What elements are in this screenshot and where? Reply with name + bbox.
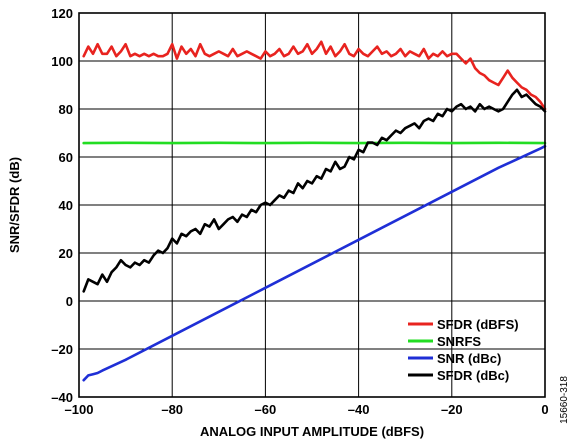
series-line — [82, 144, 547, 382]
y-tick-label: –40 — [51, 390, 73, 405]
series-line — [82, 88, 547, 293]
legend-label: SFDR (dBFS) — [437, 317, 519, 332]
x-tick-label: –40 — [348, 402, 370, 417]
legend-label: SFDR (dBc) — [437, 368, 509, 383]
x-tick-label: –100 — [65, 402, 94, 417]
figure-id-label: 15660-318 — [559, 376, 570, 424]
y-tick-label: 40 — [59, 198, 73, 213]
y-tick-label: 100 — [51, 54, 73, 69]
y-tick-label: 80 — [59, 102, 73, 117]
x-tick-label: –80 — [161, 402, 183, 417]
plot-frame — [78, 12, 546, 398]
legend-label: SNRFS — [437, 334, 481, 349]
legend: SFDR (dBFS) SNRFS SNR (dBc) SFDR (dBc) — [408, 317, 519, 383]
y-tick-labels: –40 –20 0 20 40 60 80 100 120 — [51, 6, 73, 405]
y-tick-label: 60 — [59, 150, 73, 165]
y-axis-label: SNR/SFDR (dB) — [7, 157, 22, 253]
series-group — [82, 40, 547, 382]
y-tick-label: 0 — [66, 294, 73, 309]
series-line — [82, 40, 547, 111]
y-tick-label: 120 — [51, 6, 73, 21]
x-tick-label: 0 — [541, 402, 548, 417]
x-tick-label: –60 — [255, 402, 277, 417]
legend-label: SNR (dBc) — [437, 351, 501, 366]
x-tick-label: –20 — [441, 402, 463, 417]
x-tick-labels: –100 –80 –60 –40 –20 0 — [65, 402, 549, 417]
x-axis-label: ANALOG INPUT AMPLITUDE (dBFS) — [200, 424, 424, 439]
y-tick-label: 20 — [59, 246, 73, 261]
y-tick-label: –20 — [51, 342, 73, 357]
